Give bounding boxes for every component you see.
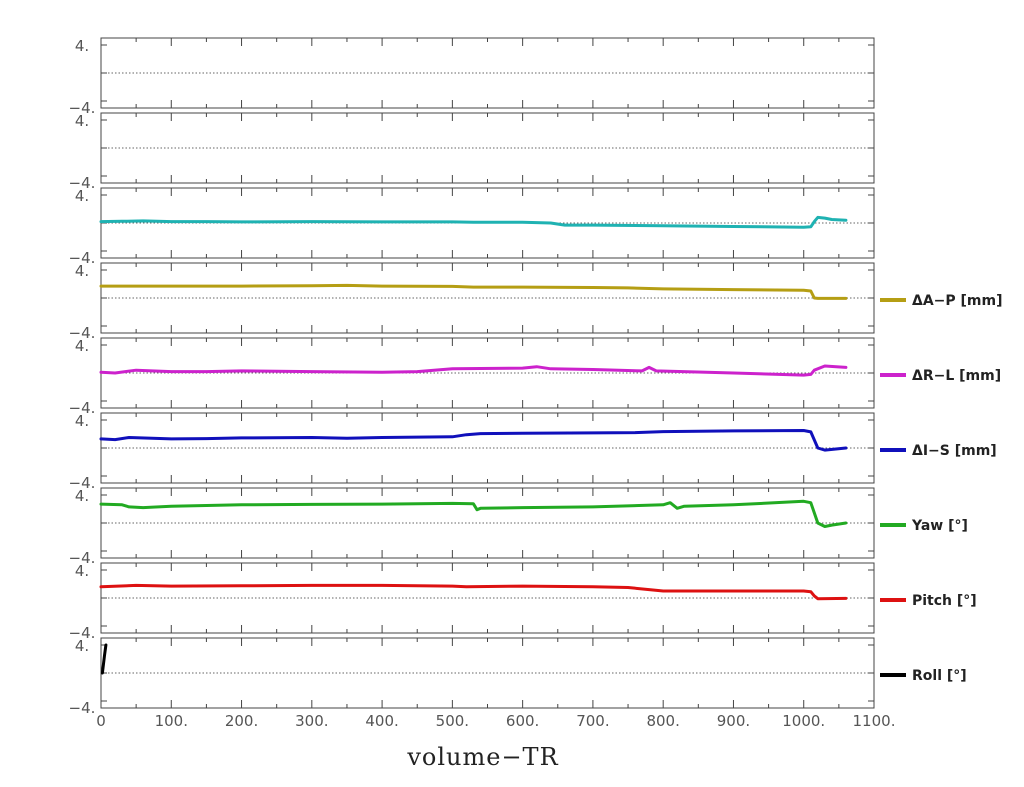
x-tick-label: 900. [717, 712, 750, 730]
series-line [99, 583, 848, 601]
y-tick-label: −4. [69, 549, 96, 567]
series-line [99, 364, 848, 377]
y-tick-label: −4. [69, 99, 96, 117]
x-tick-label: 200. [225, 712, 258, 730]
x-tick-label: 400. [365, 712, 398, 730]
x-tick-label: 800. [646, 712, 679, 730]
x-tick-label: 700. [576, 712, 609, 730]
panel-5: 4. −4. ΔR−L [mm] [69, 337, 1002, 417]
panel-9: 4. −4. Roll [°] [69, 637, 967, 717]
y-tick-label: 4. [75, 262, 89, 280]
y-tick-label: −4. [69, 249, 96, 267]
x-tick-label: 1000. [782, 712, 825, 730]
legend-label: Pitch [°] [912, 593, 977, 609]
y-tick-label: −4. [69, 699, 96, 717]
series-line [99, 283, 848, 300]
legend-label: ΔR−L [mm] [912, 368, 1001, 384]
x-tick-label: 600. [506, 712, 539, 730]
series-line [99, 499, 848, 528]
series-line [99, 429, 848, 452]
y-tick-label: −4. [69, 474, 96, 492]
panels-layer: 4.−4.4.−4.4.−4.4.−4.ΔA−P [mm]4.−4.ΔR−L [… [69, 37, 1003, 717]
y-tick-label: 4. [75, 487, 89, 505]
y-tick-label: −4. [69, 399, 96, 417]
y-tick-label: 4. [75, 337, 89, 355]
panel-6: 4. −4. ΔI−S [mm] [69, 412, 997, 492]
y-tick-label: 4. [75, 37, 89, 55]
y-tick-label: 4. [75, 562, 89, 580]
legend-label: Yaw [°] [911, 518, 968, 534]
y-tick-label: −4. [69, 174, 96, 192]
x-tick-label: 500. [436, 712, 469, 730]
x-axis: 0 100. 200. 300. 400. 500. 600. 700. 800. 900. 100… [96, 712, 895, 730]
legend-label: Roll [°] [912, 668, 967, 684]
x-tick-label: 1100. [853, 712, 896, 730]
series-line [99, 215, 848, 229]
panel-4: 4. −4. ΔA−P [mm] [69, 262, 1003, 342]
panel-3: 4. −4. [69, 187, 875, 267]
legend-label: ΔA−P [mm] [912, 293, 1003, 309]
x-tick-label: 100. [155, 712, 188, 730]
y-tick-label: 4. [75, 187, 89, 205]
x-axis-label: volume−TR [406, 743, 558, 771]
y-tick-label: 4. [75, 412, 89, 430]
legend-label: ΔI−S [mm] [912, 443, 997, 459]
x-tick-label: 300. [295, 712, 328, 730]
x-tick-label: 0 [96, 712, 106, 730]
y-tick-label: 4. [75, 112, 89, 130]
panel-7: 4. −4. Yaw [°] [69, 487, 968, 567]
panel-1: 4. −4. [69, 37, 875, 117]
y-tick-label: −4. [69, 324, 96, 342]
panel-8: 4. −4. Pitch [°] [69, 562, 977, 642]
panel-2: 4. −4. [69, 112, 875, 192]
y-tick-label: 4. [75, 637, 89, 655]
y-tick-label: −4. [69, 624, 96, 642]
series-line [100, 643, 108, 675]
